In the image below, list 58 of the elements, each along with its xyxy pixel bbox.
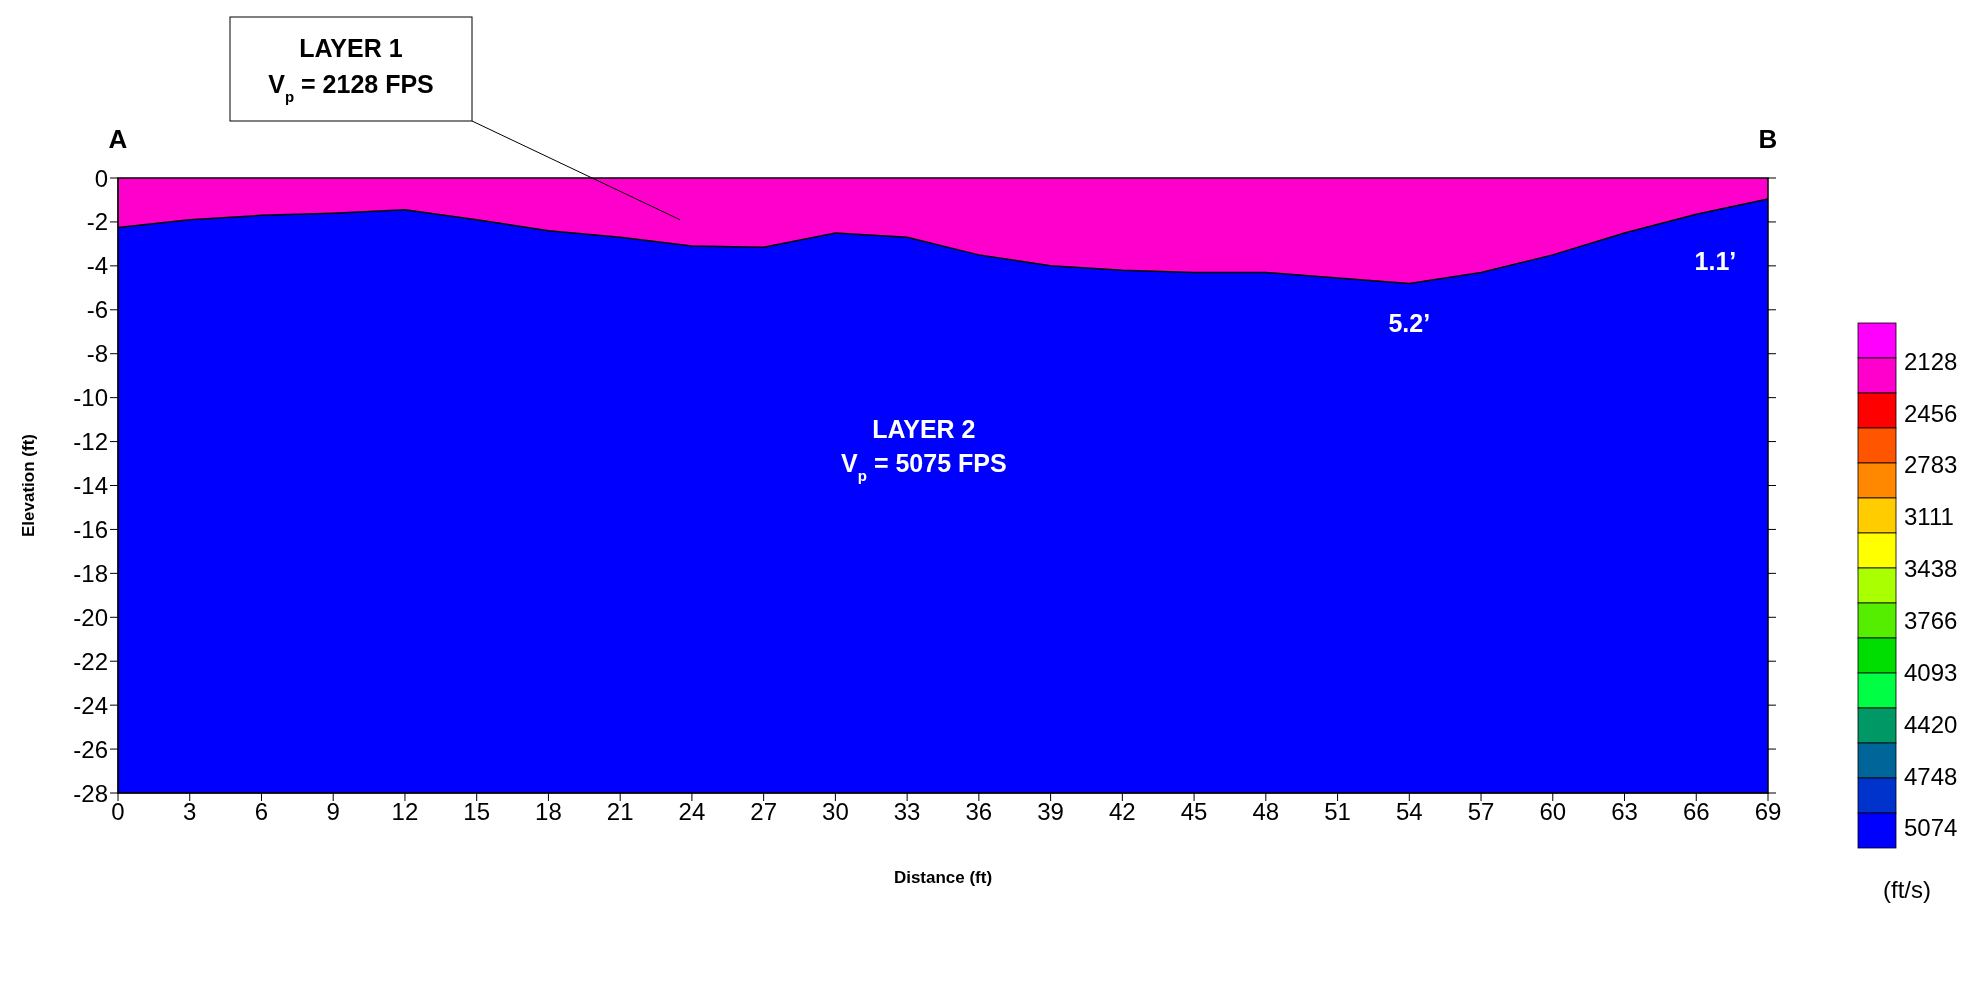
x-axis-title: Distance (ft) (893, 868, 993, 887)
x-tick-label: 33 (893, 798, 921, 826)
color-bar-label: 4420 (1904, 710, 1958, 738)
x-tick-label: 60 (1539, 798, 1567, 826)
x-tick-label: 69 (1754, 798, 1782, 826)
y-tick-label: -14 (73, 472, 108, 500)
x-tick-label: 3 (183, 798, 197, 826)
y-tick-label: -2 (86, 208, 108, 236)
x-tick-label: 30 (822, 798, 849, 826)
annotation: 1.1’ (1694, 247, 1737, 276)
y-tick-label: -12 (73, 428, 108, 456)
x-tick-label: 0 (111, 798, 125, 826)
x-tick-label: 39 (1037, 798, 1064, 826)
x-tick-label: 54 (1395, 798, 1423, 826)
x-tick-label: 15 (463, 798, 491, 826)
x-tick-label: 21 (606, 798, 634, 826)
text: A (108, 124, 128, 154)
x-tick-label: 24 (678, 798, 706, 826)
x-tick-label: 6 (254, 798, 269, 826)
x-tick-label: 63 (1611, 798, 1638, 826)
y-tick-label: -4 (86, 252, 108, 280)
x-tick-label: 12 (391, 798, 419, 826)
color-bar-label: 5074 (1904, 814, 1958, 842)
y-tick-label: -28 (73, 779, 108, 807)
color-bar-label: 4093 (1904, 658, 1958, 686)
annotation: 5.2’ (1388, 308, 1431, 337)
y-tick-label: -10 (73, 384, 108, 412)
y-tick-label: -16 (73, 515, 108, 543)
color-bar-label: 2456 (1904, 399, 1958, 427)
y-tick-label: -18 (73, 559, 108, 587)
color-bar-label: 4748 (1904, 762, 1958, 790)
y-tick-label: -8 (86, 340, 108, 368)
x-tick-label: 42 (1109, 798, 1136, 826)
color-bar-label: 3766 (1904, 607, 1958, 635)
color-bar-label: 2128 (1904, 347, 1958, 375)
color-bar-label: 3111 (1904, 503, 1954, 531)
x-tick-label: 45 (1180, 798, 1208, 826)
x-tick-label: 9 (326, 798, 340, 826)
y-tick-label: -22 (73, 647, 108, 675)
y-tick-label: -6 (86, 296, 108, 324)
x-tick-label: 18 (535, 798, 562, 826)
color-bar-label: 2783 (1904, 451, 1958, 479)
text: LAYER 1 V$_{p}$ = 2128 FPS (268, 34, 434, 105)
y-axis-title: Elevation (ft) (19, 434, 39, 537)
color-bar-label: 3438 (1904, 555, 1958, 583)
x-tick-label: 57 (1467, 798, 1495, 826)
annotation: LAYER 2 V$_{p}$ = 5075 FPS (841, 414, 1007, 484)
x-tick-label: 36 (965, 798, 993, 826)
y-tick-label: -24 (73, 691, 108, 719)
y-tick-label: -20 (73, 603, 108, 631)
x-tick-label: 66 (1682, 798, 1710, 826)
x-tick-label: 51 (1324, 798, 1351, 826)
y-tick-label: 0 (94, 164, 108, 192)
x-tick-label: 48 (1252, 798, 1280, 826)
color-bar-title: (ft/s) (1883, 876, 1931, 903)
x-tick-label: 27 (750, 798, 777, 826)
y-tick-label: -26 (73, 735, 108, 763)
text: B (1758, 124, 1778, 154)
